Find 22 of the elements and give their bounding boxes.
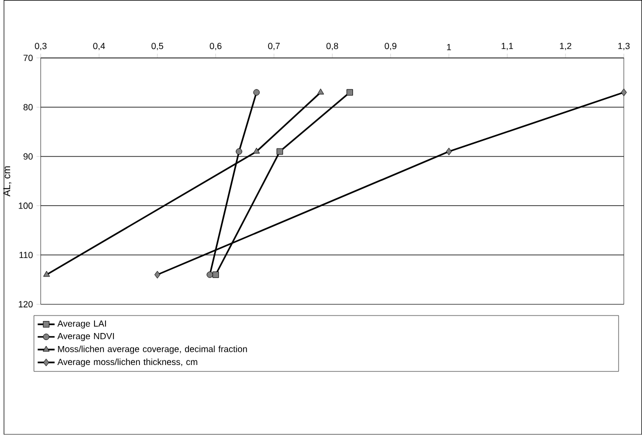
y-tick-label: 90 [24, 153, 33, 160]
x-tick-label: 0,7 [268, 42, 280, 50]
legend-label: Average LAI [57, 320, 106, 329]
y-axis-title: AL, cm [3, 166, 12, 197]
x-tick-label: 1 [447, 44, 451, 50]
legend-label: Average moss/lichen thickness, cm [57, 358, 198, 367]
x-tick-label: 1,2 [560, 42, 572, 50]
y-tick-label: 70 [24, 54, 33, 62]
y-tick-label: 100 [18, 202, 33, 210]
y-tick-label: 120 [18, 301, 33, 308]
x-tick-label: 1,1 [502, 43, 513, 50]
x-tick-label: 0,6 [210, 42, 222, 50]
x-tick-label: 0,3 [34, 42, 47, 50]
x-tick-label: 0,9 [384, 42, 396, 50]
y-tick-label: 110 [20, 252, 33, 258]
x-tick-label: 0,5 [152, 42, 164, 50]
x-tick-label: 0,4 [93, 42, 105, 50]
y-tick-label: 80 [24, 104, 33, 110]
x-tick-label: 1,3 [618, 42, 630, 50]
x-tick-label: 0,8 [326, 42, 338, 50]
legend-label: Average NDVI [57, 333, 114, 342]
legend-label: Moss/lichen average coverage, decimal fraction [58, 346, 247, 354]
